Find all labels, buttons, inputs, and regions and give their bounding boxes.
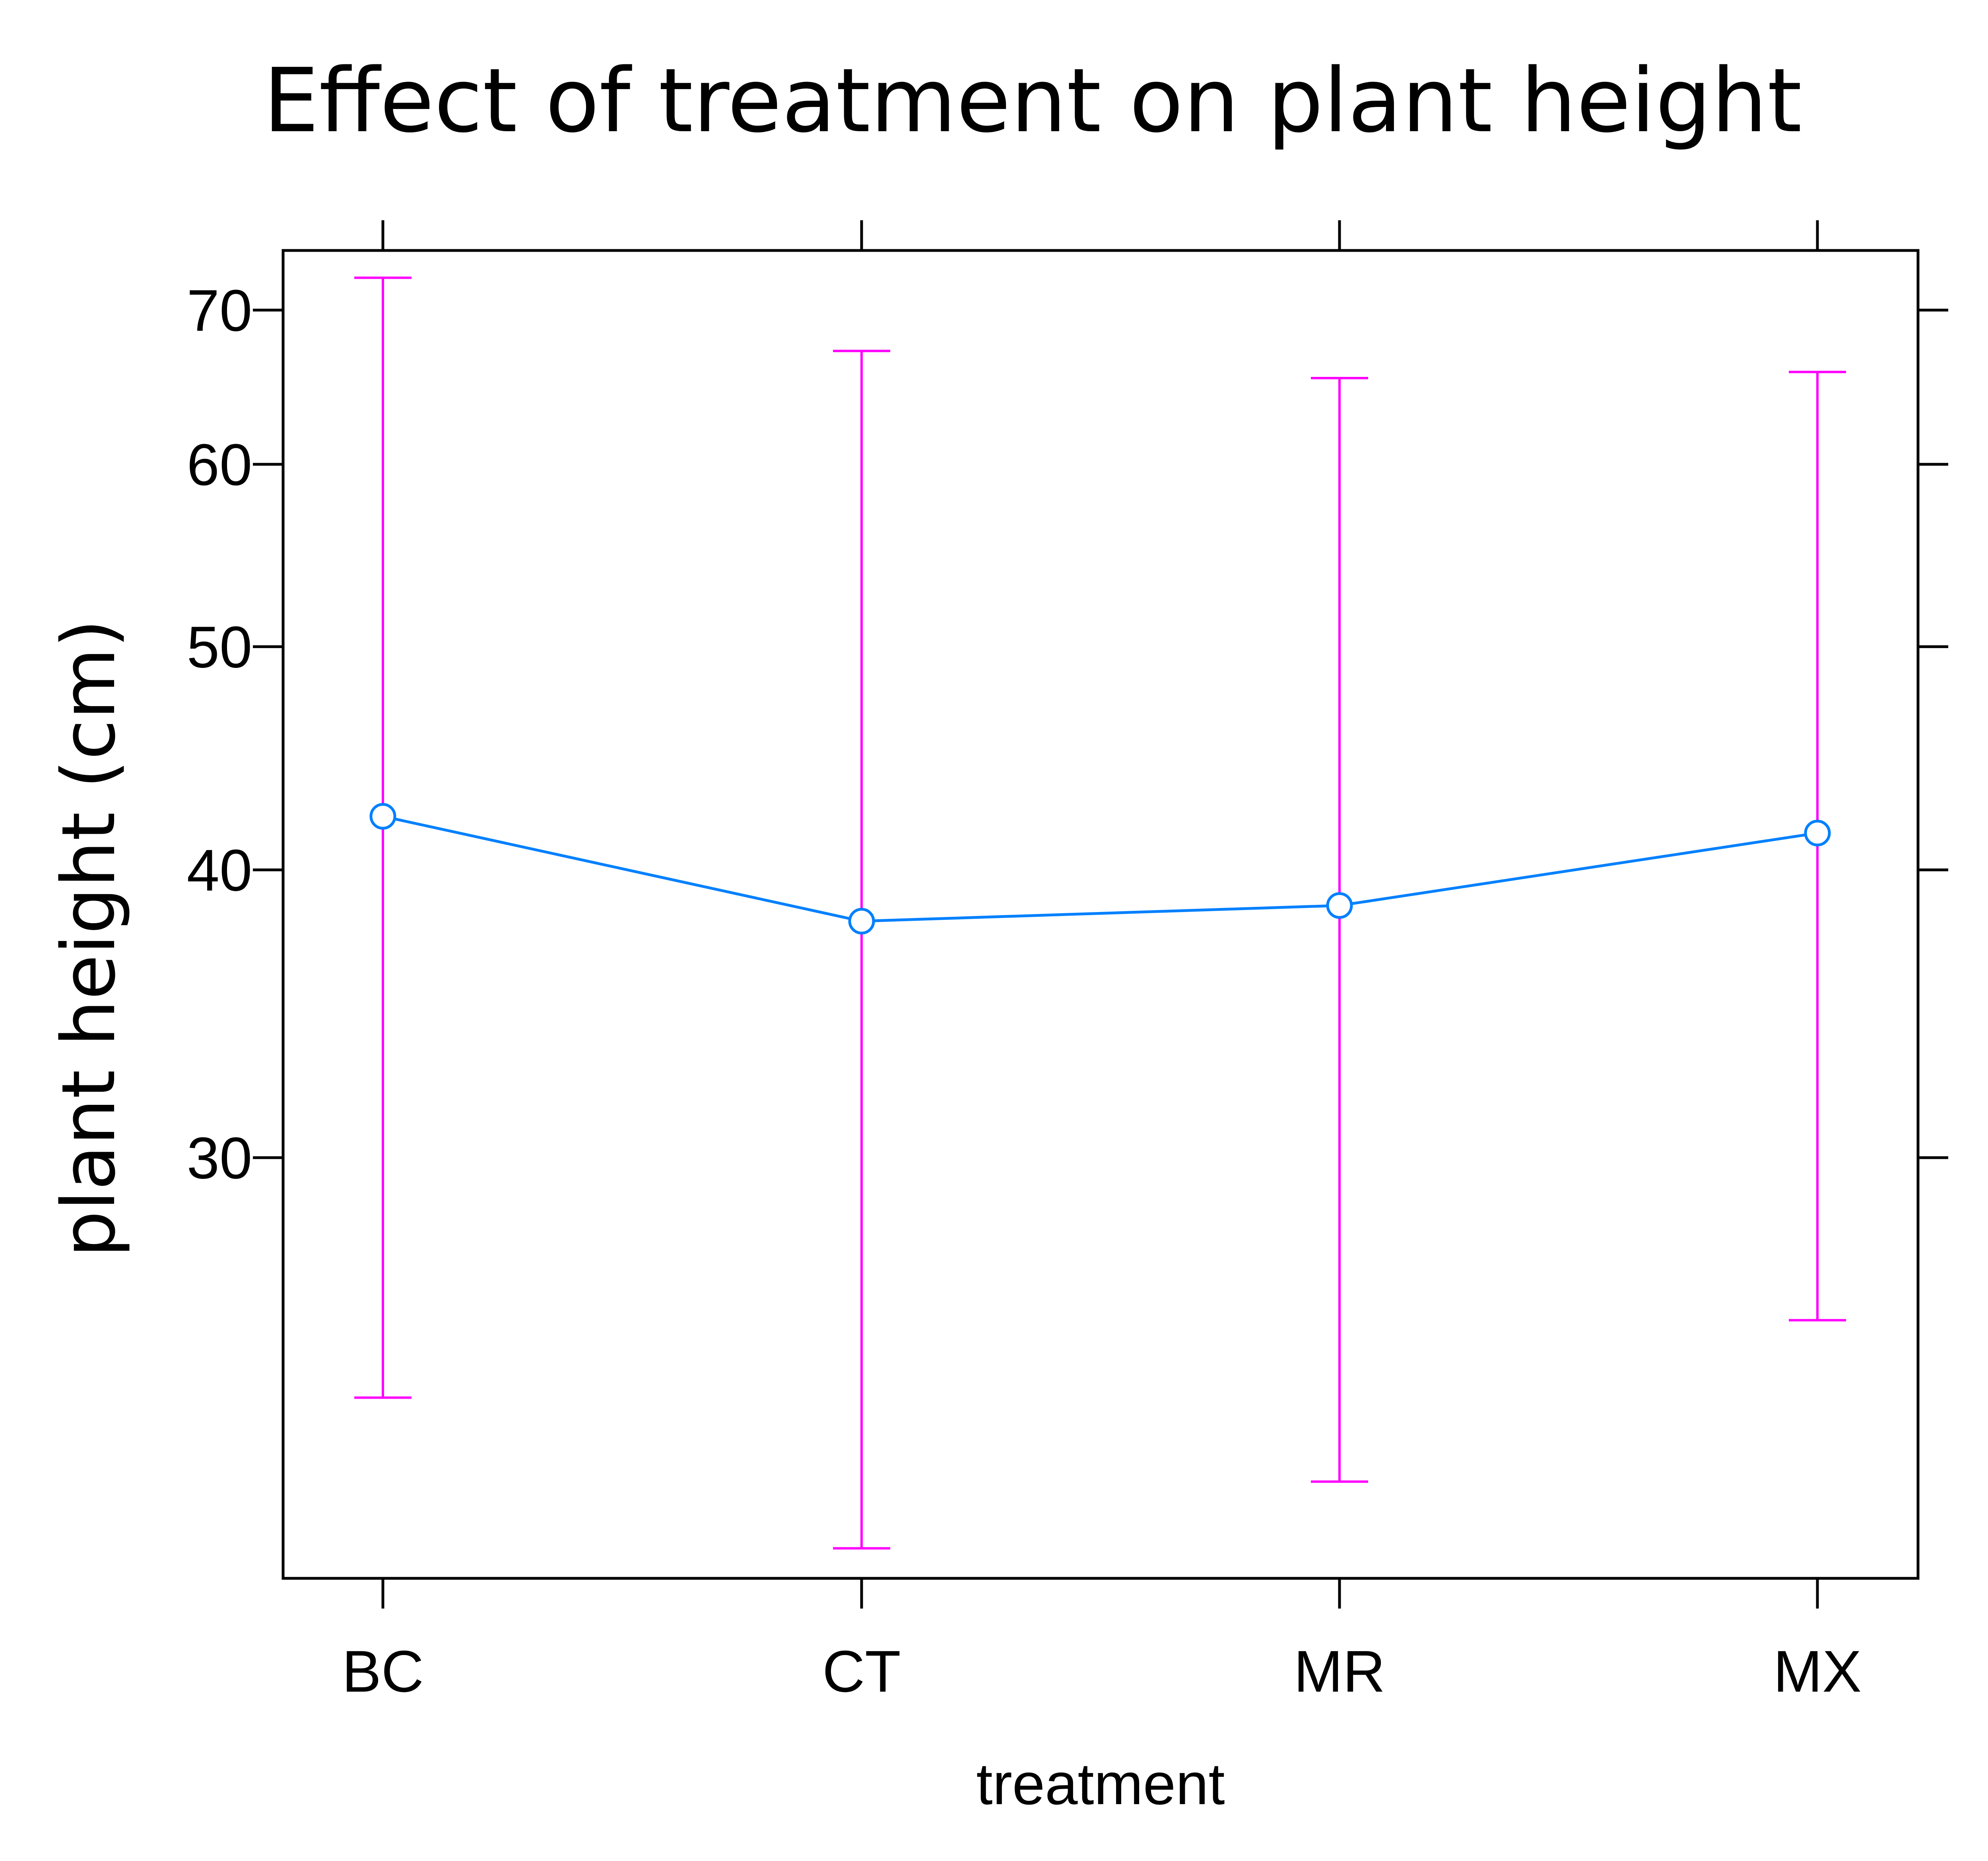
x-tick-label: MX <box>1773 1639 1862 1704</box>
x-tick-label: MR <box>1294 1639 1385 1704</box>
series-group <box>369 803 1831 935</box>
tick-labels: 30 40 50 60 70 BC CT MR MX <box>187 278 1862 1704</box>
plot-frame <box>282 249 1920 1580</box>
axis-group <box>253 220 1948 1609</box>
x-tick-label: CT <box>822 1639 901 1704</box>
y-tick-label: 30 <box>187 1126 252 1191</box>
error-bars <box>354 276 1846 1550</box>
y-tick-label: 60 <box>187 432 252 498</box>
chart-title: Effect of treatment on plant height <box>263 50 1802 152</box>
y-tick-label: 50 <box>187 615 252 680</box>
data-point <box>848 908 875 935</box>
x-axis-label: treatment <box>976 1751 1225 1817</box>
series-line <box>382 815 1818 923</box>
data-point <box>1804 819 1831 846</box>
y-tick-label: 40 <box>187 838 252 903</box>
y-axis-label: plant height (cm) <box>46 619 132 1257</box>
data-point <box>369 803 396 830</box>
y-tick-label: 70 <box>187 278 252 343</box>
data-point <box>1326 892 1353 919</box>
x-tick-label: BC <box>342 1639 424 1704</box>
